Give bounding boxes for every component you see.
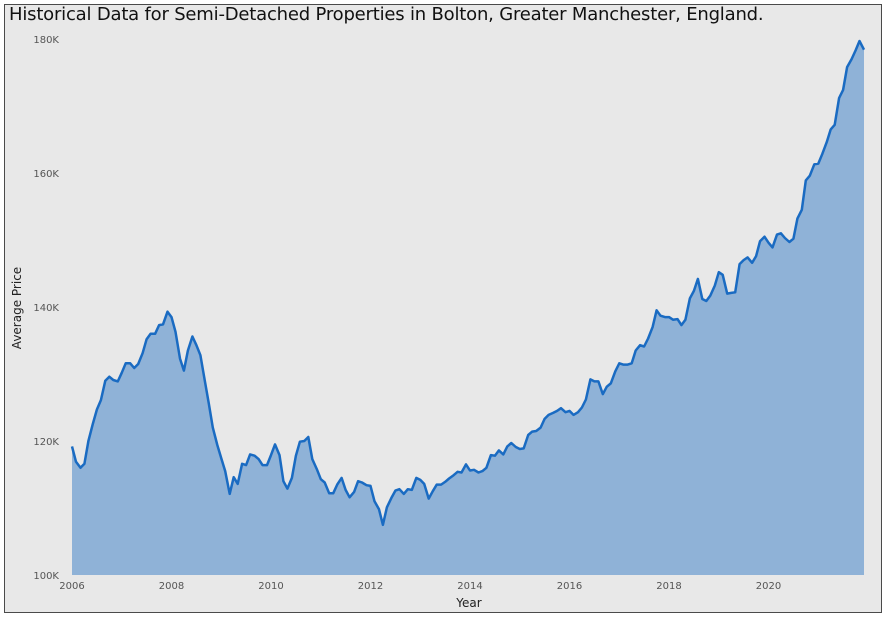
x-tick-label: 2006 (59, 581, 84, 592)
y-tick-label: 180K (33, 35, 59, 46)
y-tick-label: 160K (33, 169, 59, 180)
series-line[interactable] (70, 39, 866, 527)
y-tick-label: 140K (33, 303, 59, 314)
x-tick-label: 2016 (557, 581, 582, 592)
chart-title: Historical Data for Semi-Detached Proper… (9, 4, 764, 25)
y-axis-title: Average Price (10, 267, 24, 349)
x-tick-label: 2008 (159, 581, 184, 592)
area-fill (72, 41, 864, 575)
x-tick-label: 2020 (756, 581, 781, 592)
x-axis-title: Year (455, 596, 481, 610)
x-tick-label: 2018 (656, 581, 681, 592)
x-tick-label: 2012 (358, 581, 383, 592)
y-tick-label: 100K (33, 571, 59, 582)
y-tick-label: 120K (33, 437, 59, 448)
x-tick-label: 2014 (457, 581, 482, 592)
x-tick-label: 2010 (258, 581, 283, 592)
